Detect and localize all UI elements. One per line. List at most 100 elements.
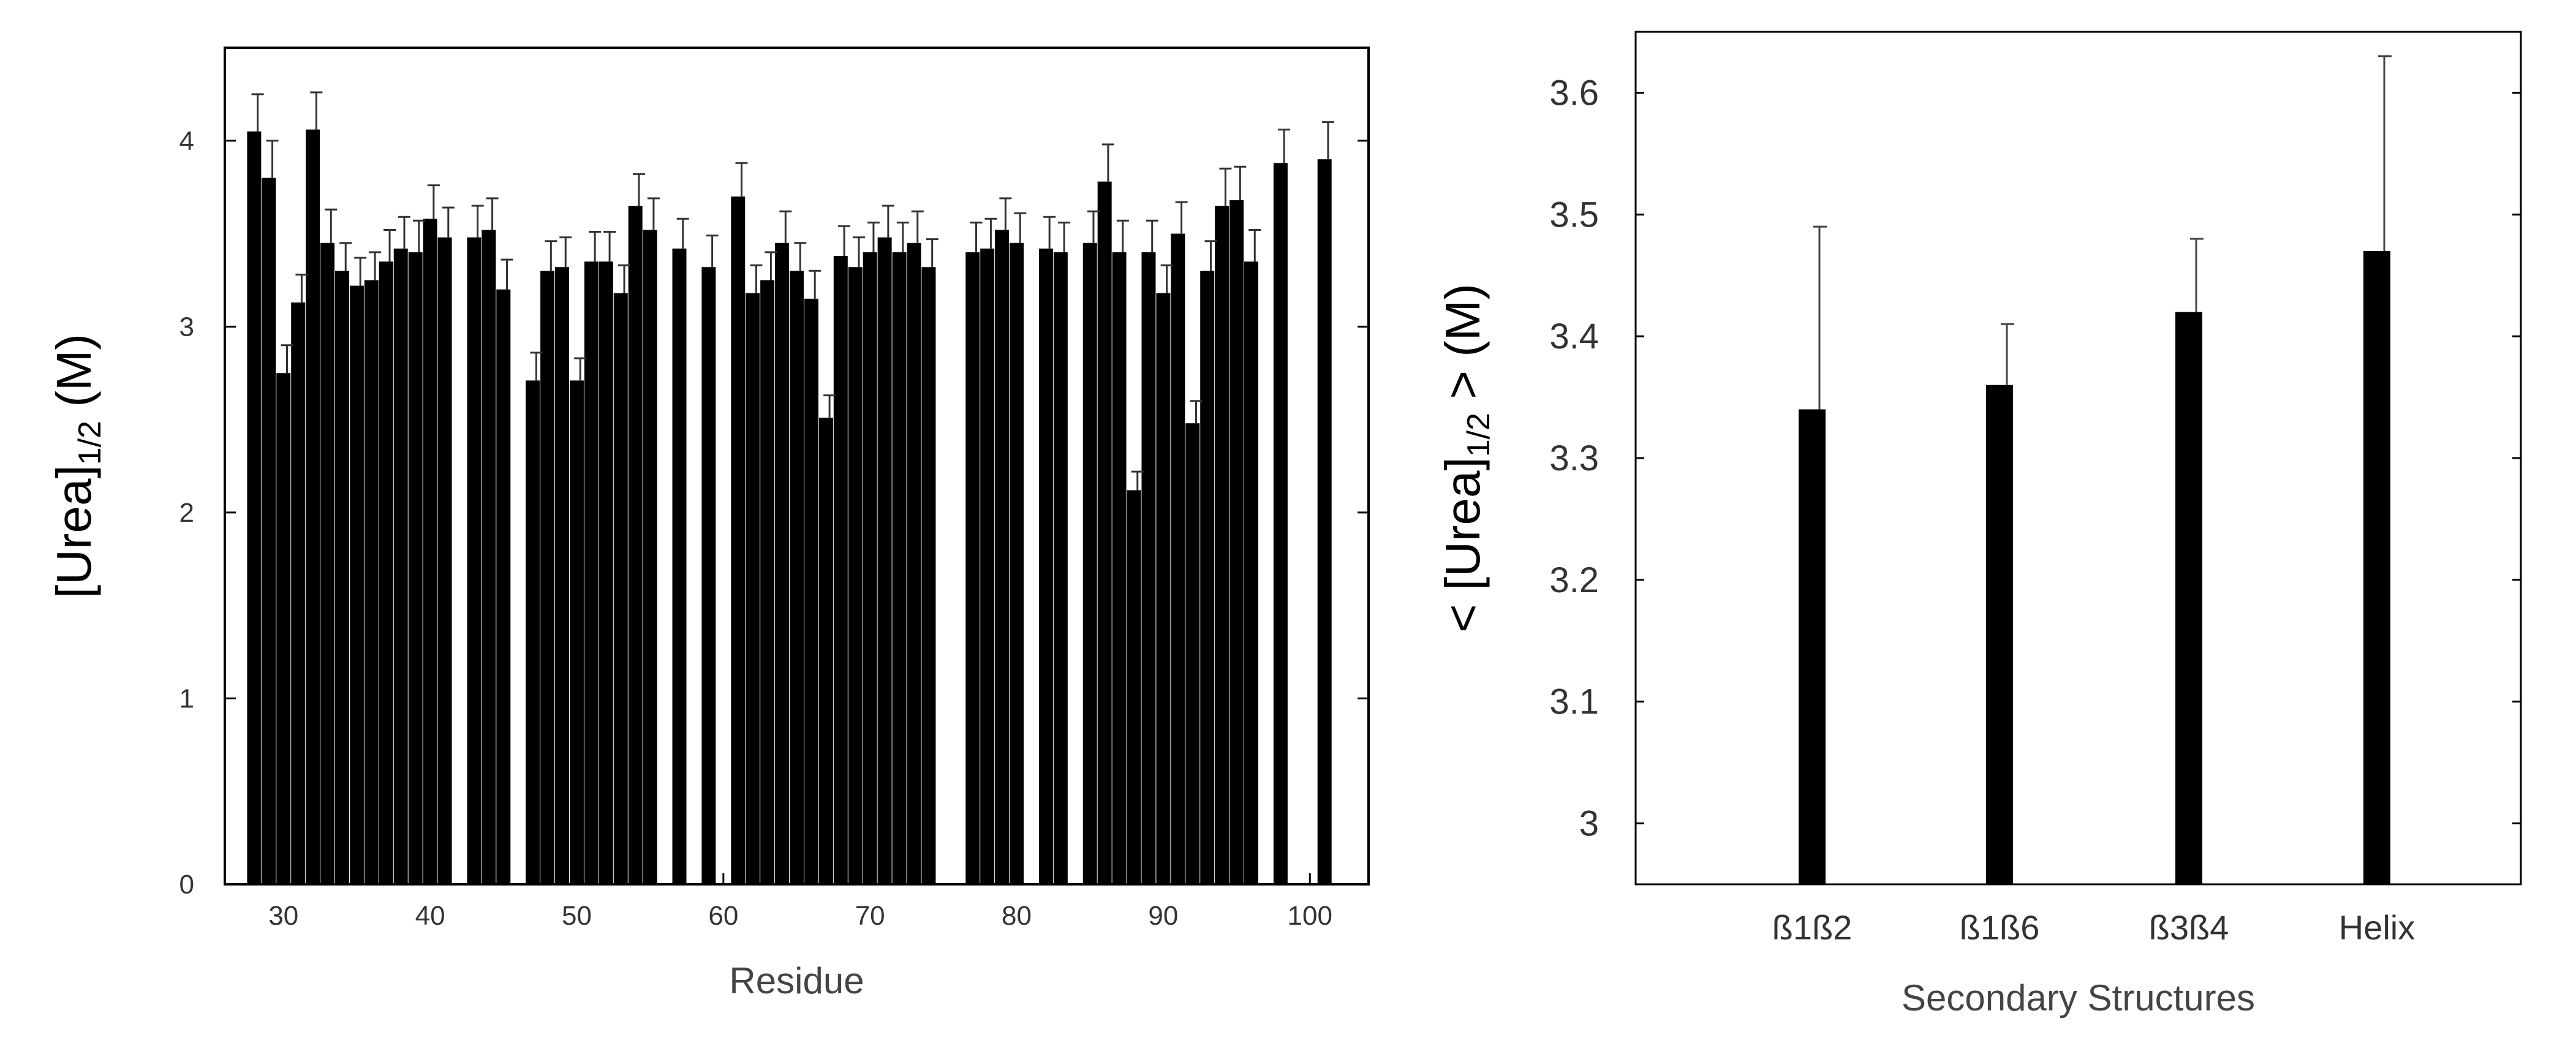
y-title-subscript: 1/2: [1461, 413, 1497, 457]
residue-bar: [364, 280, 379, 884]
residue-bar: [423, 219, 437, 884]
x-category-label: ß3ß4: [2149, 908, 2229, 947]
residue-bar: [1141, 252, 1156, 884]
residue-urea-chart: 30 40 50 60 70 80 90 100 0 1 2 3 4 Residue [Urea]1/…: [47, 47, 1370, 1001]
residue-bar: [1244, 261, 1259, 885]
residue-bar: [408, 252, 423, 884]
residue-bar: [980, 248, 995, 885]
residue-bar: [818, 418, 833, 884]
x-tick-label: 40: [415, 901, 445, 931]
residue-bar: [584, 261, 599, 885]
residue-bar: [613, 293, 628, 884]
residue-bar: [1112, 252, 1127, 884]
residue-bar: [746, 293, 760, 884]
residue-bar: [496, 289, 511, 885]
y-tick-label: 3.1: [1549, 682, 1599, 722]
residue-bar: [1317, 159, 1332, 885]
residue-bar: [437, 237, 452, 884]
residue-bar: [1053, 252, 1068, 884]
residue-bar: [907, 243, 921, 884]
y-tick-label: 3.5: [1549, 195, 1599, 235]
residue-bar: [1127, 490, 1141, 884]
residue-bar: [1215, 206, 1229, 884]
residue-error-bars: [251, 91, 1334, 491]
residue-bar: [379, 261, 393, 885]
x-tick-label: 100: [1288, 901, 1332, 931]
structure-y-axis-title: < [Urea]1/2 > (M): [1435, 284, 1497, 633]
residue-bar: [1200, 271, 1215, 884]
residue-bar: [643, 230, 657, 885]
residue-bar: [306, 129, 320, 884]
residue-bar: [349, 285, 364, 884]
residue-bar: [291, 302, 306, 885]
y-title-suffix: > (M): [1435, 284, 1490, 413]
residue-bar: [1082, 243, 1097, 884]
x-tick-label: 50: [562, 901, 592, 931]
residue-bar: [1273, 163, 1288, 884]
y-tick-label: 3: [179, 312, 194, 342]
y-tick-label: 4: [179, 126, 194, 156]
residue-bar: [628, 206, 643, 884]
residue-bar: [262, 178, 276, 884]
residue-bar: [672, 248, 687, 885]
structure-bars: [1799, 250, 2390, 884]
structure-x-axis-title: Secondary Structures: [1902, 977, 2255, 1018]
residue-bar: [701, 267, 716, 884]
x-tick-label: 60: [708, 901, 738, 931]
residue-bar: [320, 243, 335, 884]
residue-bar: [1097, 181, 1112, 884]
residue-bar: [760, 280, 775, 884]
residue-bar: [1010, 243, 1024, 884]
y-title-unit: (M): [47, 334, 101, 421]
x-tick-label: 30: [268, 901, 298, 931]
residue-bar: [995, 230, 1010, 885]
y-tick-label: 1: [179, 683, 194, 713]
residue-bar: [790, 271, 804, 884]
x-category-label: ß1ß2: [1772, 908, 1853, 947]
residue-bar: [467, 237, 482, 884]
residue-bar: [393, 248, 408, 885]
y-title-main: [Urea]: [47, 465, 101, 598]
y-tick-label: 2: [179, 498, 194, 528]
residue-bar: [877, 237, 892, 884]
structure-bar: [1799, 409, 1826, 884]
residue-bar: [892, 252, 907, 884]
residue-x-ticks: 30 40 50 60 70 80 90 100: [268, 873, 1332, 931]
x-category-label: ß1ß6: [1960, 908, 2040, 947]
residue-bar: [1171, 233, 1185, 884]
residue-bar: [804, 298, 818, 884]
residue-bar: [599, 261, 613, 885]
residue-bar: [863, 252, 877, 884]
residue-bar: [1038, 248, 1053, 885]
residue-bar: [965, 252, 980, 884]
structure-error-bars: ß1ß2 ß1ß6 ß3ß4 Helix: [1772, 55, 2415, 947]
y-tick-label: 3.2: [1549, 560, 1599, 600]
residue-bar: [334, 271, 349, 884]
x-tick-label: 70: [855, 901, 885, 931]
x-tick-label: 90: [1148, 901, 1178, 931]
residue-bar: [848, 267, 863, 884]
residue-bar: [540, 271, 555, 884]
residue-bar: [1185, 423, 1200, 884]
residue-bar: [526, 380, 540, 884]
residue-bar: [482, 230, 496, 885]
residue-bar: [1229, 200, 1244, 885]
residue-bar: [555, 267, 570, 884]
y-tick-label: 3.3: [1549, 438, 1599, 478]
residue-bars: [247, 129, 1332, 885]
structure-y-ticks: 3 3.1 3.2 3.3 3.4 3.5 3.6: [1549, 73, 2521, 844]
x-tick-label: 80: [1002, 901, 1032, 931]
residue-y-axis-title: [Urea]1/2 (M): [47, 334, 108, 598]
y-tick-label: 3: [1579, 804, 1599, 844]
residue-bar: [833, 255, 848, 885]
residue-bar: [775, 243, 790, 884]
residue-bar: [569, 380, 584, 884]
structure-bar: [2363, 250, 2390, 884]
y-tick-label: 3.6: [1549, 73, 1599, 113]
structure-bar: [2175, 312, 2202, 884]
secondary-structure-chart: ß1ß2 ß1ß6 ß3ß4 Helix 3 3.1 3.2 3.3 3.4 3.5 3.6 Se…: [1435, 31, 2522, 1018]
residue-plot-frame: [224, 47, 1370, 886]
structure-bar: [1986, 385, 2013, 884]
residue-bar: [1156, 293, 1171, 884]
